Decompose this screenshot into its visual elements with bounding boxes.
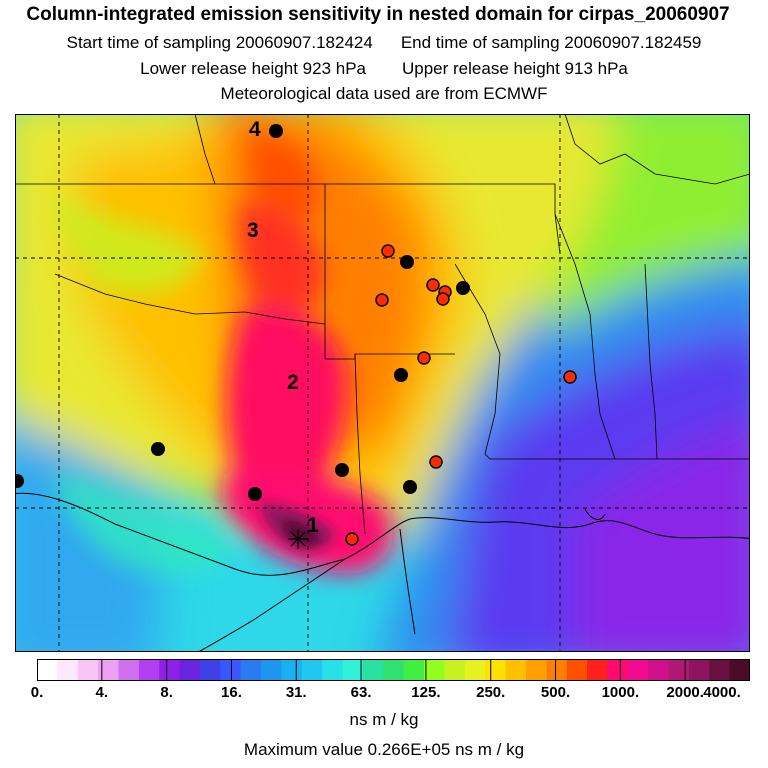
colorbar-cell — [607, 659, 629, 681]
colorbar-tick-labels: 0. 4. 8. 16. 31. 63. 125. 250. 500. 1000. 2000. 400… — [0, 684, 768, 704]
sampling-times: Start time of sampling 20060907.182424 En… — [0, 33, 768, 53]
release-heights: Lower release height 923 hPa Upper releas… — [0, 59, 768, 79]
colorbar-cell — [57, 659, 79, 681]
site-marker-black — [248, 487, 262, 501]
site-marker-red — [563, 370, 577, 384]
site-marker-red — [417, 351, 431, 365]
trajectory-label: 4 — [249, 118, 261, 141]
colorbar-tick-label: 4. — [95, 684, 109, 701]
colorbar-cell — [668, 659, 690, 681]
maximum-value: Maximum value 0.266E+05 ns m / kg — [243, 740, 525, 759]
monitoring-sites — [15, 124, 577, 546]
colorbar-cell — [98, 659, 120, 681]
colorbar-cell — [464, 659, 486, 681]
site-marker-black — [335, 463, 349, 477]
trajectory-label: 3 — [247, 219, 259, 242]
colorbar-cell — [118, 659, 140, 681]
colorbar-tick-label: 16. — [221, 684, 242, 701]
colorbar-tick-label: 500. — [540, 684, 571, 701]
emission-sensitivity-map: 1 2 3 4 — [15, 114, 750, 652]
colorbar-cell — [240, 659, 262, 681]
colorbar-cell — [301, 659, 323, 681]
colorbar-tick-label: 4000. — [703, 684, 741, 701]
colorbar-cell — [37, 659, 58, 681]
colorbar-cell — [362, 659, 384, 681]
trajectory-labels: 1 2 3 4 — [247, 118, 319, 537]
site-marker-red — [426, 278, 440, 292]
colorbar-cell — [688, 659, 710, 681]
colorbar-tick-label: 0. — [30, 684, 44, 701]
colorbar-cell — [281, 659, 303, 681]
colorbar-cell — [525, 659, 547, 681]
site-marker-black — [394, 368, 408, 382]
colorbar-cell — [179, 659, 201, 681]
colorbar-cell — [546, 659, 568, 681]
colorbar-cell — [159, 659, 181, 681]
colorbar-tick-label: 31. — [285, 684, 307, 701]
site-marker-black — [456, 281, 470, 295]
upper-release: Upper release height 913 hPa — [402, 59, 628, 78]
site-marker-red — [345, 532, 359, 546]
colorbar — [37, 659, 750, 681]
sampling-start: Start time of sampling 20060907.182424 — [66, 33, 373, 52]
colorbar-cell — [485, 659, 507, 681]
colorbar-tick-label: 2000. — [666, 684, 704, 701]
lower-release: Lower release height 923 hPa — [140, 59, 366, 78]
met-data-note: Meteorological data used are from ECMWF — [220, 84, 548, 103]
site-marker-black — [403, 480, 417, 494]
colorbar-cell — [383, 659, 405, 681]
colorbar-tick-label: 1000. — [601, 684, 640, 701]
trajectory-label: 2 — [287, 371, 299, 394]
colorbar-tick-label: 250. — [476, 684, 506, 701]
colorbar-cell — [342, 659, 364, 681]
colorbar-cell — [322, 659, 344, 681]
site-marker-red — [436, 292, 450, 306]
site-marker-black — [400, 255, 414, 269]
site-marker-black — [269, 124, 283, 138]
colorbar-cell — [648, 659, 670, 681]
sampling-end: End time of sampling 20060907.182459 — [400, 33, 702, 52]
colorbar-cell — [709, 659, 731, 681]
colorbar-cell — [138, 659, 160, 681]
colorbar-cell — [505, 659, 527, 681]
colorbar-cell — [199, 659, 221, 681]
colorbar-cell — [627, 659, 649, 681]
colorbar-cell — [444, 659, 466, 681]
colorbar-cell — [587, 659, 608, 681]
colorbar-cell — [566, 659, 588, 681]
site-marker-black — [151, 442, 165, 456]
colorbar-cell — [220, 659, 242, 681]
trajectory-label: 1 — [307, 514, 319, 537]
site-marker-red — [375, 293, 389, 307]
colorbar-cell — [261, 659, 283, 681]
colorbar-unit: ns m / kg — [349, 710, 419, 729]
colorbar-cell — [403, 659, 425, 681]
colorbar-cell — [424, 659, 446, 681]
colorbar-tick-label: 63. — [350, 684, 372, 701]
colorbar-tick-label: 8. — [160, 684, 173, 701]
plot-title: Column-integrated emission sensitivity i… — [26, 4, 730, 25]
colorbar-tick-label: 125. — [411, 684, 441, 701]
site-marker-red — [429, 455, 443, 469]
site-marker-red — [381, 244, 395, 258]
colorbar-cell — [77, 659, 99, 681]
colorbar-cell — [729, 659, 750, 681]
site-marker-black — [15, 474, 24, 488]
